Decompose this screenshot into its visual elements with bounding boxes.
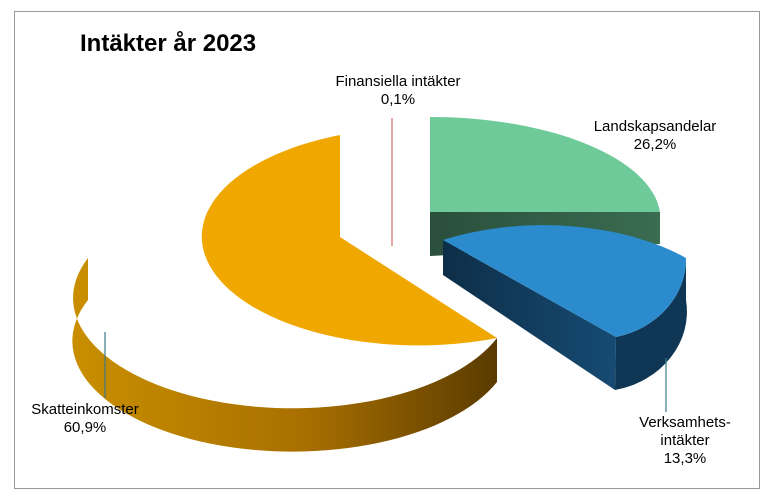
- label-landskapsandelar-name: Landskapsandelar: [593, 118, 717, 135]
- slice-verksamhetsintakter-side2: [615, 258, 687, 390]
- label-verksamhetsintakter: Verksamhets- intäkter 13,3%: [630, 414, 740, 468]
- label-verksamhet-pct: 13,3%: [663, 450, 707, 467]
- label-skatteinkomster-name: Skatteinkomster: [31, 401, 139, 418]
- label-landskapsandelar-pct: 26,2%: [633, 136, 677, 153]
- label-finansiella-pct: 0,1%: [380, 91, 416, 108]
- label-finansiella-intakter: Finansiella intäkter 0,1%: [318, 73, 478, 109]
- label-finansiella-name: Finansiella intäkter: [335, 73, 461, 90]
- slice-skatteinkomster-top: [201, 135, 497, 346]
- label-skatteinkomster: Skatteinkomster 60,9%: [20, 401, 150, 437]
- label-skatteinkomster-pct: 60,9%: [63, 419, 107, 436]
- slice-skatteinkomster: [72, 135, 498, 452]
- label-verksamhet-line1: Verksamhets-: [639, 414, 731, 431]
- label-landskapsandelar: Landskapsandelar 26,2%: [580, 118, 730, 154]
- slice-verksamhetsintakter-top: [443, 225, 687, 337]
- slice-skatteinkomster-side: [72, 258, 498, 452]
- chart-title: Intäkter år 2023: [80, 30, 257, 57]
- slice-landskapsandelar-top: [430, 116, 660, 212]
- slice-verksamhetsintakter-side: [443, 240, 616, 390]
- label-verksamhet-line2: intäkter: [660, 432, 710, 449]
- slice-verksamhetsintakter: [443, 225, 687, 390]
